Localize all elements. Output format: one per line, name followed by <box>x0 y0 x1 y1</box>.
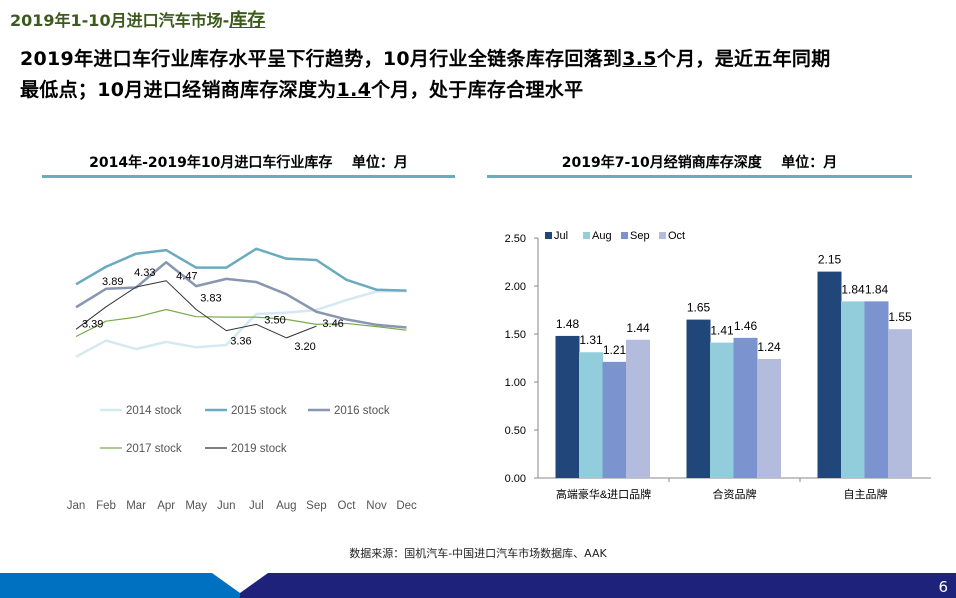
x-tick-label: Jun <box>217 500 236 512</box>
data-label: 3.36 <box>230 336 251 348</box>
footer-bar <box>0 573 956 598</box>
legend-label: Aug <box>592 230 612 242</box>
x-tick-label: May <box>185 500 207 512</box>
x-tick-label: Mar <box>126 500 146 512</box>
data-label: 3.20 <box>294 341 315 353</box>
legend-swatch <box>659 232 666 239</box>
bar-value-label: 1.44 <box>626 321 650 335</box>
legend-label: Sep <box>630 230 650 242</box>
series-line-2017-stock <box>75 308 407 338</box>
bar-Jul <box>686 319 711 478</box>
page-title: 2019年1-10月进口汽车市场-库存 <box>10 6 265 32</box>
y-tick-label: 1.50 <box>505 329 526 341</box>
left-chart-title: 2014年-2019年10月进口车行业库存 单位：月 <box>89 155 408 171</box>
bar-value-label: 2.15 <box>818 253 842 267</box>
data-label: 4.47 <box>176 271 197 283</box>
x-tick-label: Apr <box>157 500 175 512</box>
bar-Aug <box>579 352 603 478</box>
legend-label: 2016 stock <box>334 405 390 417</box>
headline-number: 3.5 <box>622 48 657 70</box>
bar-Oct <box>888 329 912 478</box>
headline-number: 1.4 <box>336 79 372 101</box>
legend-label: 2017 stock <box>126 443 182 455</box>
x-tick-label: 自主品牌 <box>844 487 888 501</box>
line-chart: 3.39 3.89 4.33 4.473.83 3.36 3.50 3.20 3.46 Jan F… <box>67 247 417 512</box>
headline-text: 个月，是近五年同期 <box>656 48 831 70</box>
bar-value-label: 1.84 <box>865 282 889 296</box>
legend-label: Jul <box>554 230 568 242</box>
bar-value-label: 1.31 <box>579 333 603 347</box>
legend-swatch <box>545 232 552 239</box>
headline-text: 2019年进口车行业库存水平呈下行趋势，10月行业全链条库存回落到 <box>20 48 623 70</box>
legend-swatch <box>621 232 628 239</box>
bar-value-label: 1.24 <box>757 340 781 354</box>
bar-Oct <box>757 358 781 478</box>
data-source: 数据来源：国机汽车-中国进口汽车市场数据库、AAK <box>349 547 607 560</box>
left-divider <box>42 175 455 178</box>
bar-value-label: 1.46 <box>734 319 758 333</box>
legend-label: 2014 stock <box>126 405 182 417</box>
x-tick-label: Jan <box>67 500 86 512</box>
title-prefix: 2019年1-10月进口汽车市场- <box>10 11 230 30</box>
data-label: 3.46 <box>322 318 343 330</box>
bar-Sep <box>864 301 889 478</box>
bar-Aug <box>710 342 734 478</box>
x-tick-label: Nov <box>366 500 387 512</box>
footer-right-band <box>240 573 956 598</box>
x-tick-label: 合资品牌 <box>713 487 757 501</box>
data-label: 3.39 <box>82 318 103 330</box>
bar-value-label: 1.84 <box>841 282 865 296</box>
bar-Aug <box>841 301 865 478</box>
data-label: 3.50 <box>264 314 285 326</box>
bar-value-label: 1.48 <box>556 317 580 331</box>
series-line-2014-stock <box>75 289 407 358</box>
x-tick-label: Feb <box>96 500 116 512</box>
title-emphasis: 库存 <box>229 10 266 31</box>
right-chart-title: 2019年7-10月经销商库存深度 单位：月 <box>561 155 838 171</box>
y-tick-label: 0.00 <box>505 473 526 485</box>
y-tick-label: 2.50 <box>505 233 526 245</box>
x-tick-label: Dec <box>396 500 417 512</box>
bar-value-label: 1.65 <box>687 301 711 315</box>
x-tick-label: Oct <box>338 500 357 512</box>
x-tick-label: 高端豪华&进口品牌 <box>556 487 651 501</box>
data-label: 3.83 <box>200 293 221 305</box>
headline-line-1: 2019年进口车行业库存水平呈下行趋势，10月行业全链条库存回落到3.5个月，是… <box>20 44 831 71</box>
headline-text: 最低点；10月进口经销商库存深度为 <box>20 79 337 101</box>
series-line-2019-stock <box>75 280 317 339</box>
bar-Oct <box>626 339 650 478</box>
bar-Sep <box>733 337 758 478</box>
data-label: 4.33 <box>134 267 155 279</box>
x-tick-label: Sep <box>306 500 326 512</box>
headline-line-2: 最低点；10月进口经销商库存深度为1.4个月，处于库存合理水平 <box>20 75 583 102</box>
bar-value-label: 1.41 <box>710 324 734 338</box>
x-tick-label: Jul <box>249 500 264 512</box>
legend-swatch <box>583 232 590 239</box>
series-line-2016-stock <box>75 261 407 329</box>
legend-label: Oct <box>668 230 685 242</box>
data-label: 3.89 <box>102 276 123 288</box>
headline-text: 个月，处于库存合理水平 <box>371 79 584 101</box>
bar-Jul <box>817 271 842 478</box>
bar-Jul <box>555 335 580 478</box>
footer-left-band <box>0 573 250 598</box>
bar-value-label: 1.21 <box>603 343 627 357</box>
legend-label: 2019 stock <box>231 443 287 455</box>
bar-value-label: 1.55 <box>888 310 912 324</box>
y-tick-label: 2.00 <box>505 281 526 293</box>
x-tick-label: Aug <box>276 500 296 512</box>
footer-notch <box>212 573 268 593</box>
legend-label: 2015 stock <box>231 405 287 417</box>
right-divider <box>487 175 912 178</box>
bar-Sep <box>602 361 627 478</box>
series-line-2015-stock <box>75 247 407 292</box>
y-tick-label: 0.50 <box>505 425 526 437</box>
page-number: 6 <box>938 578 948 596</box>
y-tick-label: 1.00 <box>505 377 526 389</box>
